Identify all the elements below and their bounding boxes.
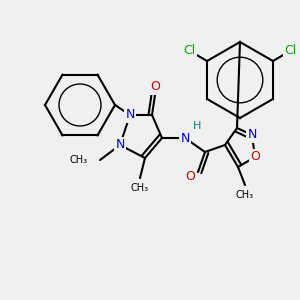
Text: O: O	[150, 80, 160, 94]
Text: N: N	[115, 139, 125, 152]
Text: N: N	[247, 128, 257, 142]
Text: CH₃: CH₃	[70, 155, 88, 165]
Text: N: N	[180, 131, 190, 145]
Text: O: O	[250, 151, 260, 164]
Text: Cl: Cl	[184, 44, 196, 58]
Text: Cl: Cl	[284, 44, 296, 58]
Text: CH₃: CH₃	[236, 190, 254, 200]
Text: CH₃: CH₃	[131, 183, 149, 193]
Text: H: H	[193, 121, 201, 131]
Text: N: N	[125, 109, 135, 122]
Text: O: O	[185, 170, 195, 184]
